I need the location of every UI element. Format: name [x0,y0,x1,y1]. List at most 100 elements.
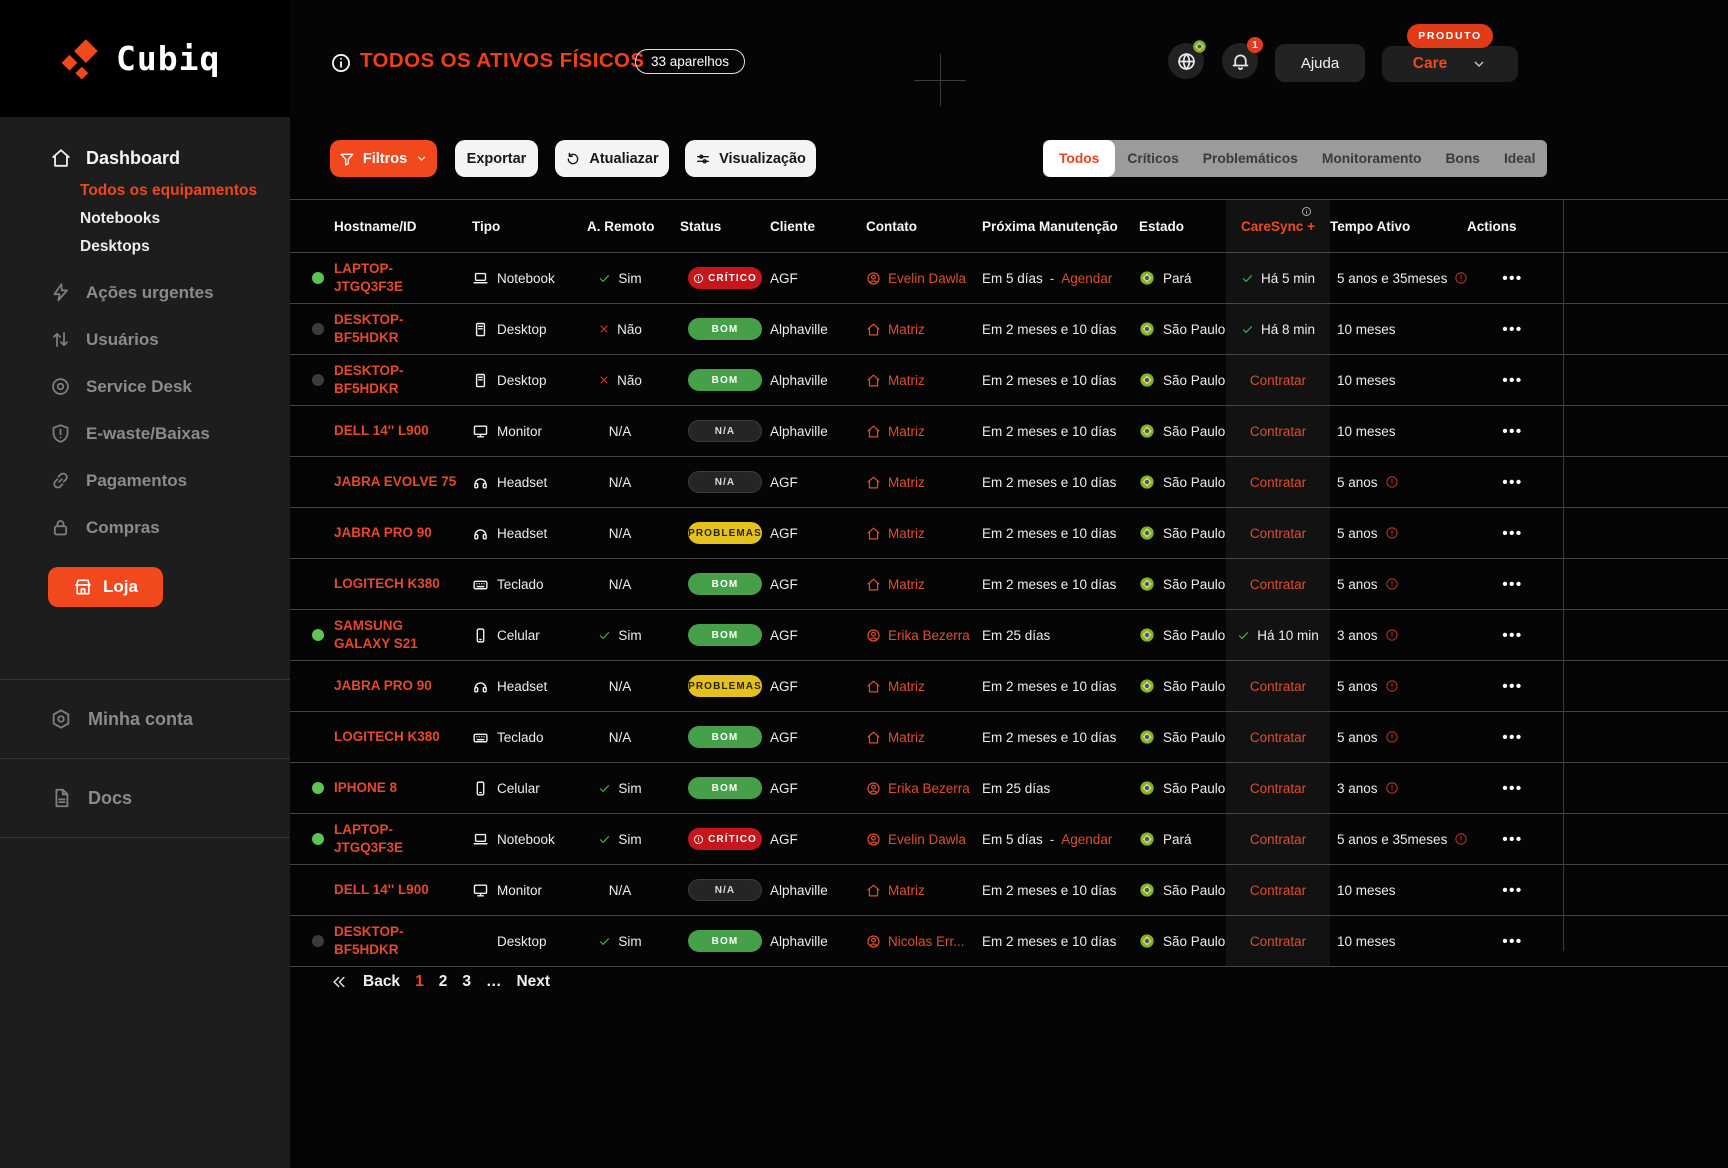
contract-link[interactable]: Contratar [1249,882,1307,898]
hostname-link[interactable]: LOGITECH K380 [334,576,440,592]
client-cell: AGF [770,576,798,592]
contact-link[interactable]: Matriz [888,474,925,490]
device-status-dot-cell [290,629,334,641]
row-actions-button[interactable]: ••• [1496,473,1528,492]
hostname-link[interactable]: LAPTOP-JTGQ3F3E [334,822,404,855]
sidebar-item-service-desk[interactable]: Service Desk [0,363,290,410]
contract-link[interactable]: Contratar [1249,729,1307,745]
sidebar-item-usu-rios[interactable]: Usuários [0,316,290,363]
row-actions-button[interactable]: ••• [1496,728,1528,747]
sidebar-item-docs[interactable]: Docs [0,759,290,837]
row-actions-button[interactable]: ••• [1496,626,1528,645]
row-actions-button[interactable]: ••• [1496,830,1528,849]
page-button-[interactable]: … [485,973,502,990]
schedule-link[interactable]: Agendar [1061,831,1113,847]
row-actions-button[interactable]: ••• [1496,677,1528,696]
contact-link[interactable]: Erika Bezerra [888,627,970,643]
hostname-link[interactable]: DESKTOP-BF5HDKR [334,312,404,345]
type-cell: Desktop [472,321,587,338]
row-actions-button[interactable]: ••• [1496,269,1528,288]
page-button-1[interactable]: 1 [415,973,424,990]
contract-link[interactable]: Contratar [1249,525,1307,541]
sidebar-item-dashboard[interactable]: Dashboard [0,147,290,177]
row-actions-button[interactable]: ••• [1496,932,1528,951]
page-button-3[interactable]: 3 [462,973,471,990]
contract-link[interactable]: Contratar [1249,933,1307,949]
tab-ideal[interactable]: Ideal [1492,140,1547,177]
notifications-button[interactable]: 1 [1222,37,1263,79]
double-chevron-left-icon[interactable] [330,973,348,991]
contact-link[interactable]: Matriz [888,882,925,898]
contract-link[interactable]: Contratar [1249,474,1307,490]
tab-todos[interactable]: Todos [1043,140,1116,177]
contact-link[interactable]: Matriz [888,321,925,337]
hostname-link[interactable]: IPHONE 8 [334,780,398,796]
uptime-cell: 10 meses [1337,321,1396,337]
tab-monitoramento[interactable]: Monitoramento [1310,140,1434,177]
sidebar-item-a-es-urgentes[interactable]: Ações urgentes [0,269,290,316]
export-button[interactable]: Exportar [455,140,538,177]
row-actions-button[interactable]: ••• [1496,575,1528,594]
row-actions-button[interactable]: ••• [1496,881,1528,900]
view-button[interactable]: Visualização [685,140,816,177]
contract-link[interactable]: Contratar [1249,576,1307,592]
schedule-link[interactable]: Agendar [1061,270,1113,286]
contact-link[interactable]: Matriz [888,678,925,694]
hostname-link[interactable]: DELL 14'' L900 [334,882,429,898]
sidebar-item-compras[interactable]: Compras [0,504,290,551]
row-actions-button[interactable]: ••• [1496,371,1528,390]
sidebar-item-desktops[interactable]: Desktops [0,233,290,261]
actions-cell: ••• [1467,524,1558,543]
info-icon[interactable] [330,52,352,74]
contact-link[interactable]: Matriz [888,423,925,439]
contact-link[interactable]: Matriz [888,372,925,388]
contract-link[interactable]: Contratar [1249,678,1307,694]
contact-link[interactable]: Evelin Dawla [888,831,967,847]
contract-link[interactable]: Contratar [1249,423,1307,439]
contact-link[interactable]: Matriz [888,525,925,541]
contact-link[interactable]: Evelin Dawla [888,270,967,286]
contract-link[interactable]: Contratar [1249,372,1307,388]
hostname-link[interactable]: SAMSUNG GALAXY S21 [334,618,418,651]
hostname-link[interactable]: JABRA PRO 90 [334,525,432,541]
back-button[interactable]: Back [363,973,401,990]
contact-link[interactable]: Matriz [888,576,925,592]
remote-access-cell: N/A [608,576,632,592]
hostname-link[interactable]: JABRA EVOLVE 75 [334,474,457,490]
sidebar-item-e-waste-baixas[interactable]: E-waste/Baixas [0,410,290,457]
contact-link[interactable]: Matriz [888,729,925,745]
page-button-2[interactable]: 2 [438,973,448,990]
contact-link[interactable]: Erika Bezerra [888,780,970,796]
refresh-button[interactable]: Atualiazar [555,140,669,177]
tab-bons[interactable]: Bons [1433,140,1492,177]
help-button[interactable]: Ajuda [1275,44,1365,82]
sidebar-item-todos-os-equipamentos[interactable]: Todos os equipamentos [0,177,290,205]
sidebar-item-loja[interactable]: Loja [48,567,163,607]
hostname-cell: DESKTOP-BF5HDKR [334,362,472,397]
hostname-link[interactable]: JABRA PRO 90 [334,678,432,694]
tab-cr-ticos[interactable]: Críticos [1115,140,1190,177]
filters-button[interactable]: Filtros [330,140,437,177]
sidebar-item-minha-conta[interactable]: Minha conta [0,680,290,758]
product-selector-button[interactable]: Care [1382,46,1518,82]
row-actions-button[interactable]: ••• [1496,422,1528,441]
hostname-link[interactable]: DELL 14'' L900 [334,423,429,439]
row-actions-button[interactable]: ••• [1496,779,1528,798]
row-actions-button[interactable]: ••• [1496,524,1528,543]
tab-problem-ticos[interactable]: Problemáticos [1191,140,1310,177]
next-button[interactable]: Next [516,973,551,990]
hostname-link[interactable]: LOGITECH K380 [334,729,440,745]
hostname-link[interactable]: DESKTOP-BF5HDKR [334,363,404,396]
sidebar-item-notebooks[interactable]: Notebooks [0,205,290,233]
contract-link[interactable]: Contratar [1249,831,1307,847]
type-cell: Desktop [472,934,587,949]
hostname-link[interactable]: DESKTOP-BF5HDKR [334,924,404,957]
row-actions-button[interactable]: ••• [1496,320,1528,339]
sidebar-item-pagamentos[interactable]: Pagamentos [0,457,290,504]
column-header-caresync[interactable]: CareSync + [1226,200,1330,252]
contact-link[interactable]: Nicolas Err... [888,933,965,949]
logo[interactable]: Cubiq [0,0,290,117]
contract-link[interactable]: Contratar [1249,780,1307,796]
language-globe-button[interactable] [1168,40,1206,79]
hostname-link[interactable]: LAPTOP-JTGQ3F3E [334,261,404,294]
